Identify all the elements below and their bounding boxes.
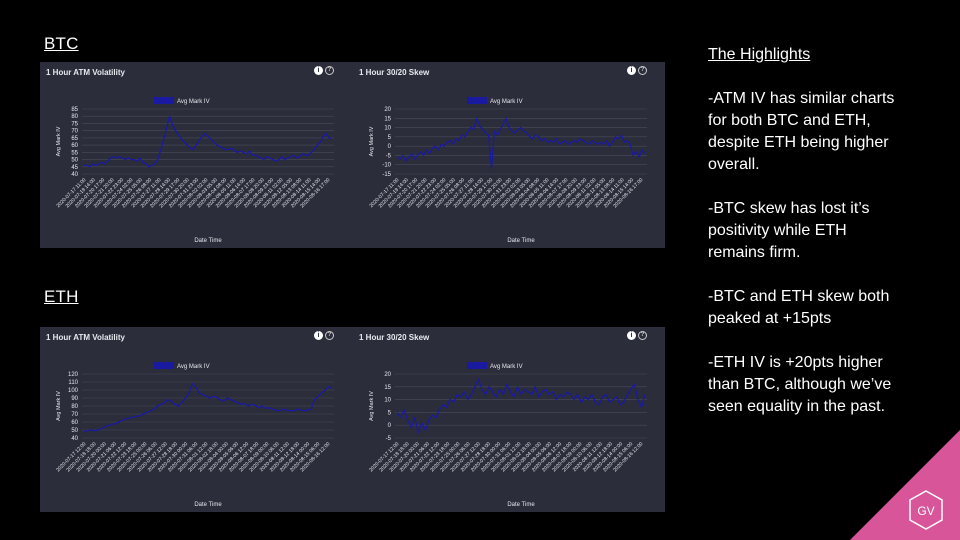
corner-accent — [850, 430, 960, 540]
y-tick-label: 60 — [71, 420, 78, 426]
chart-title: 1 Hour ATM Volatility — [46, 333, 125, 342]
y-tick-label: 80 — [71, 114, 78, 120]
highlights-box: The Highlights -ATM IV has similar chart… — [708, 44, 908, 440]
x-axis-label: Date Time — [194, 502, 222, 508]
chart-title: 1 Hour 30/20 Skew — [359, 333, 430, 342]
y-tick-label: 15 — [384, 385, 391, 391]
y-tick-label: 120 — [68, 372, 79, 378]
y-tick-label: -5 — [386, 436, 392, 442]
help-icon[interactable]: ? — [638, 331, 647, 340]
y-tick-label: 80 — [71, 404, 78, 410]
chart-legend: Avg Mark IV — [154, 362, 210, 370]
y-tick-label: 75 — [71, 121, 78, 127]
chart-legend: Avg Mark IV — [467, 362, 523, 370]
x-axis-label: Date Time — [507, 238, 535, 244]
y-tick-label: 65 — [71, 136, 78, 142]
legend-swatch — [467, 97, 487, 104]
y-tick-label: 55 — [71, 150, 78, 156]
y-tick-label: 0 — [388, 423, 392, 429]
y-tick-label: 45 — [71, 165, 78, 171]
eth-atm-chart: 1 Hour ATM Volatility i? Avg Mark IV 40 50 60… — [40, 327, 352, 512]
y-tick-label: 60 — [71, 143, 78, 149]
info-icon[interactable]: i — [627, 66, 636, 75]
info-icon[interactable]: i — [314, 66, 323, 75]
y-tick-label: 85 — [71, 107, 78, 113]
info-icon[interactable]: i — [314, 331, 323, 340]
series-line — [396, 378, 646, 434]
y-tick-label: 5 — [388, 135, 392, 141]
highlight-bullet: -ETH IV is +20pts higher than BTC, altho… — [708, 354, 892, 415]
y-tick-label: 100 — [68, 388, 79, 394]
chart-title: 1 Hour ATM Volatility — [46, 68, 125, 77]
chart-toolbar: i? — [314, 66, 334, 75]
chart-legend: Avg Mark IV — [154, 97, 210, 105]
legend-swatch — [154, 97, 174, 104]
chart-title: 1 Hour 30/20 Skew — [359, 68, 430, 77]
eth-section-label: ETH — [44, 287, 79, 306]
y-axis-label: Avg Mark IV — [56, 391, 62, 421]
highlight-bullet: -BTC and ETH skew both peaked at +15pts — [708, 288, 890, 327]
highlights-title: The Highlights — [708, 46, 811, 63]
help-icon[interactable]: ? — [325, 331, 334, 340]
legend-label: Avg Mark IV — [490, 364, 523, 370]
y-tick-label: 50 — [71, 158, 78, 164]
y-tick-label: 40 — [71, 436, 78, 442]
y-tick-label: -10 — [382, 163, 391, 169]
highlight-bullet: -ATM IV has similar charts for both BTC … — [708, 90, 895, 173]
y-tick-label: 15 — [384, 116, 391, 122]
series-line — [396, 117, 646, 170]
help-icon[interactable]: ? — [638, 66, 647, 75]
y-tick-label: 50 — [71, 428, 78, 434]
y-tick-label: 90 — [71, 396, 78, 402]
y-tick-label: 70 — [71, 129, 78, 135]
logo-text: GV — [917, 504, 934, 518]
y-tick-label: 70 — [71, 412, 78, 418]
series-line — [84, 115, 333, 168]
y-axis-label: Avg Mark IV — [369, 391, 375, 421]
y-tick-label: 20 — [384, 372, 391, 378]
btc-skew-chart: 1 Hour 30/20 Skew i? Avg Mark IV -15 -10 -5 0 5… — [353, 62, 665, 248]
highlight-bullet: -BTC skew has lost it’s positivity while… — [708, 200, 870, 261]
series-line — [84, 382, 333, 432]
y-tick-label: 40 — [71, 172, 78, 178]
y-axis-label: Avg Mark IV — [56, 126, 62, 156]
btc-atm-chart: 1 Hour ATM Volatility i? Avg Mark IV 40 45 50… — [40, 62, 352, 248]
chart-legend: Avg Mark IV — [467, 97, 523, 105]
btc-panel: 1 Hour ATM Volatility i? Avg Mark IV 40 45 50… — [40, 62, 665, 248]
eth-panel: 1 Hour ATM Volatility i? Avg Mark IV 40 50 60… — [40, 327, 665, 512]
chart-toolbar: i? — [627, 66, 647, 75]
legend-swatch — [467, 362, 487, 369]
chart-toolbar: i? — [627, 331, 647, 340]
legend-label: Avg Mark IV — [490, 99, 523, 105]
btc-section-label: BTC — [44, 34, 79, 53]
chart-plot: Avg Mark IV 40 50 60 70 80 90 100 110 120 Avg Mark… — [55, 362, 334, 508]
y-tick-label: 110 — [68, 380, 78, 386]
x-axis-label: Date Time — [507, 502, 535, 508]
y-tick-label: -5 — [386, 153, 392, 159]
help-icon[interactable]: ? — [325, 66, 334, 75]
x-axis-label: Date Time — [194, 238, 222, 244]
y-tick-label: -15 — [382, 172, 391, 178]
legend-label: Avg Mark IV — [177, 364, 210, 370]
y-tick-label: 10 — [384, 398, 391, 404]
y-tick-label: 20 — [384, 107, 391, 113]
legend-swatch — [154, 362, 174, 369]
legend-label: Avg Mark IV — [177, 99, 210, 105]
y-tick-label: 5 — [388, 410, 392, 416]
gv-logo-icon: GV — [909, 490, 943, 530]
eth-skew-chart: 1 Hour 30/20 Skew i? Avg Mark IV -5 0 5 10 15 20… — [353, 327, 665, 512]
info-icon[interactable]: i — [627, 331, 636, 340]
y-axis-label: Avg Mark IV — [369, 126, 375, 156]
chart-toolbar: i? — [314, 331, 334, 340]
y-tick-label: 10 — [384, 126, 391, 132]
y-tick-label: 0 — [388, 144, 392, 150]
